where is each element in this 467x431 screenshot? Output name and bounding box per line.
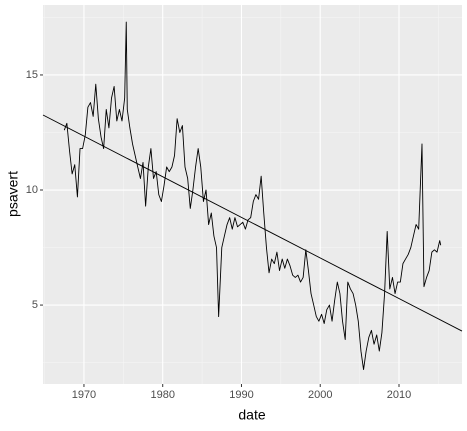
grid [43, 5, 462, 384]
y-tick-label: 10 [26, 184, 38, 196]
y-axis-title: psavert [5, 171, 21, 217]
x-tick-label: 2000 [308, 389, 332, 401]
x-tick-label: 1970 [72, 389, 96, 401]
trend-line [42, 114, 463, 332]
panel [43, 5, 462, 384]
marks [42, 21, 463, 370]
data-line [63, 21, 442, 370]
x-tick-label: 1980 [150, 389, 174, 401]
x-axis-title: date [238, 407, 265, 423]
y-tick-label: 15 [26, 69, 38, 81]
x-tick-label: 1990 [229, 389, 253, 401]
x-tick-label: 2010 [387, 389, 411, 401]
axes: 1970 1980 1990 2000 2010 5 10 15 [26, 69, 411, 401]
y-tick-label: 5 [32, 299, 38, 311]
